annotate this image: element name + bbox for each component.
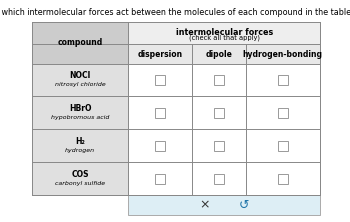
Bar <box>128 22 320 63</box>
Bar <box>278 174 288 184</box>
Bar <box>32 22 128 63</box>
Bar <box>155 141 166 151</box>
Bar <box>128 44 320 63</box>
Text: hydrogen-bonding: hydrogen-bonding <box>243 50 323 59</box>
Bar <box>278 141 288 151</box>
Text: NOCl: NOCl <box>70 71 91 80</box>
Bar <box>128 195 320 215</box>
Text: HBrO: HBrO <box>69 104 91 113</box>
Bar <box>214 75 224 85</box>
Bar <box>214 174 224 184</box>
Text: intermolecular forces: intermolecular forces <box>176 28 273 37</box>
Bar <box>155 75 166 85</box>
Text: hypobromous acid: hypobromous acid <box>51 115 110 120</box>
Text: H₂: H₂ <box>75 137 85 146</box>
Text: (check all that apply): (check all that apply) <box>189 35 260 42</box>
Text: dispersion: dispersion <box>138 50 183 59</box>
Text: dipole: dipole <box>205 50 232 59</box>
Text: Decide which intermolecular forces act between the molecules of each compound in: Decide which intermolecular forces act b… <box>0 8 350 17</box>
Bar <box>155 108 166 118</box>
Text: carbonyl sulfide: carbonyl sulfide <box>55 181 105 186</box>
Bar <box>32 22 320 195</box>
Text: ×: × <box>199 198 210 212</box>
Bar <box>214 141 224 151</box>
Text: COS: COS <box>71 170 89 179</box>
Text: nitrosyl chloride: nitrosyl chloride <box>55 82 106 87</box>
Bar <box>214 108 224 118</box>
Text: compound: compound <box>58 38 103 47</box>
Bar <box>278 75 288 85</box>
Text: hydrogen: hydrogen <box>65 148 95 153</box>
Bar <box>278 108 288 118</box>
Bar <box>155 174 166 184</box>
Bar <box>32 22 128 195</box>
Text: ↺: ↺ <box>239 198 250 212</box>
